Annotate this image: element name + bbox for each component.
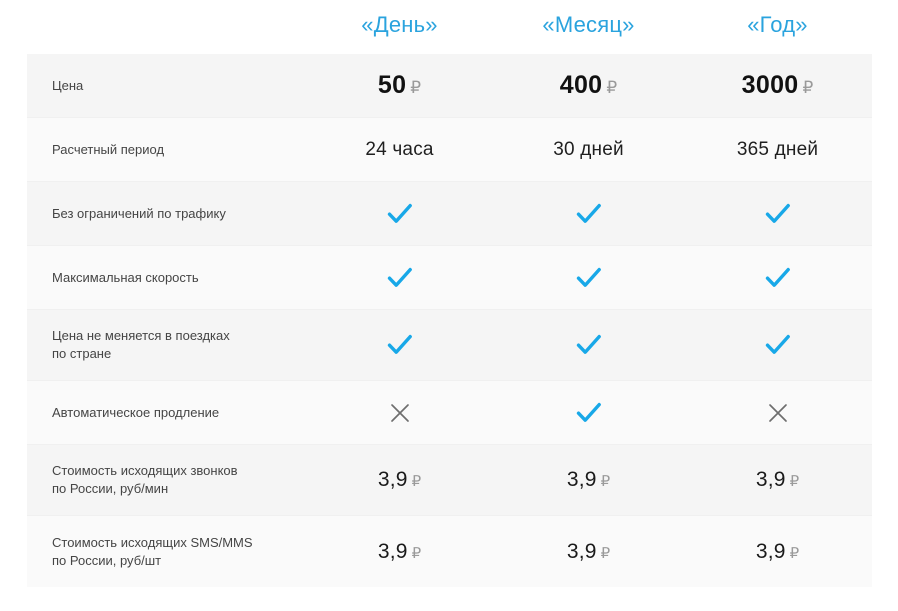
check-cell <box>305 267 494 289</box>
ruble-sign: ₽ <box>606 78 618 97</box>
cross-icon <box>767 402 789 424</box>
feature-label: Автоматическое продление <box>52 404 220 420</box>
check-cell <box>305 203 494 225</box>
feature-label: Стоимость исходящих SMS/MMS по России, ру… <box>27 534 305 570</box>
text-value-cell: 30 дней <box>553 138 624 160</box>
rate-amount: 3,9 <box>377 468 408 491</box>
table-row: Цена 50 ₽400 ₽3000 ₽ <box>27 54 872 118</box>
check-icon <box>576 267 602 289</box>
check-cell <box>494 203 683 225</box>
rate-cell: 3,9 ₽ <box>305 540 494 564</box>
text-value-cell: 365 дней <box>736 138 819 160</box>
price-cell: 50 ₽ <box>305 71 494 100</box>
table-row: Автоматическое продление <box>27 381 872 445</box>
feature-label-line2: по России, руб/мин <box>52 481 169 496</box>
ruble-sign: ₽ <box>411 544 422 562</box>
price-amount: 3000 <box>741 71 799 99</box>
ruble-sign: ₽ <box>600 473 611 490</box>
check-icon <box>387 203 413 225</box>
ruble-sign: ₽ <box>789 473 800 490</box>
check-cell <box>494 402 683 424</box>
cross-cell <box>305 402 494 424</box>
rate-amount: 3,9 <box>377 539 408 563</box>
feature-label: Максимальная скорость <box>52 269 199 285</box>
check-icon <box>765 334 791 356</box>
feature-label: Стоимость исходящих звонков по России, ру… <box>27 462 305 498</box>
check-cell <box>305 334 494 356</box>
feature-label-line2: по стране <box>52 346 112 361</box>
plan-header-row: «День» «Месяц» «Год» <box>27 0 872 54</box>
ruble-sign: ₽ <box>789 544 800 562</box>
plan-header-day[interactable]: «День» <box>361 12 438 37</box>
rate-amount: 3,9 <box>566 539 597 563</box>
price-cell: 400 ₽ <box>494 71 683 100</box>
feature-label-line1: Стоимость исходящих звонков <box>52 463 238 478</box>
cross-icon <box>389 402 411 424</box>
table-row: Без ограничений по трафику <box>27 182 872 246</box>
check-cell <box>494 267 683 289</box>
rate-amount: 3,9 <box>755 468 786 491</box>
check-icon <box>576 203 602 225</box>
plan-table-body: Цена 50 ₽400 ₽3000 ₽ Расчетный период 24 часа 3… <box>27 54 872 587</box>
check-icon <box>387 267 413 289</box>
check-cell <box>494 334 683 356</box>
check-icon <box>765 203 791 225</box>
ruble-sign: ₽ <box>410 78 422 97</box>
rate-amount: 3,9 <box>755 539 786 563</box>
feature-label-line1: Цена не меняется в поездках <box>52 328 230 343</box>
rate-cell: 3,9 ₽ <box>683 540 872 564</box>
ruble-sign: ₽ <box>411 473 422 490</box>
plan-header-month[interactable]: «Месяц» <box>542 12 635 37</box>
rate-cell: 3,9 ₽ <box>494 540 683 564</box>
feature-label: Без ограничений по трафику <box>52 205 226 221</box>
text-value-cell: 24 часа <box>365 138 434 160</box>
feature-label: Цена не меняется в поездках по стране <box>27 327 305 363</box>
feature-label-line2: по России, руб/шт <box>52 552 162 568</box>
rate-amount: 3,9 <box>566 468 597 491</box>
ruble-sign: ₽ <box>802 78 814 97</box>
check-icon <box>765 267 791 289</box>
table-row: Максимальная скорость <box>27 246 872 310</box>
price-cell: 3000 ₽ <box>683 71 872 100</box>
plan-header-year[interactable]: «Год» <box>747 12 808 37</box>
table-row: Расчетный период 24 часа 30 дней 365 дней <box>27 118 872 182</box>
ruble-sign: ₽ <box>600 544 611 562</box>
price-amount: 50 <box>377 71 407 99</box>
rate-cell: 3,9 ₽ <box>305 468 494 492</box>
price-amount: 400 <box>559 71 603 99</box>
rate-cell: 3,9 ₽ <box>494 468 683 492</box>
feature-label-line1: Стоимость исходящих SMS/MMS <box>52 534 253 550</box>
check-icon <box>576 334 602 356</box>
check-cell <box>683 203 872 225</box>
check-icon <box>387 334 413 356</box>
table-row: Стоимость исходящих SMS/MMS по России, ру… <box>27 516 872 587</box>
feature-label: Расчетный период <box>52 141 165 157</box>
check-icon <box>576 402 602 424</box>
table-row: Стоимость исходящих звонков по России, ру… <box>27 445 872 516</box>
rate-cell: 3,9 ₽ <box>683 468 872 492</box>
feature-label: Цена <box>52 77 84 93</box>
cross-cell <box>683 402 872 424</box>
check-cell <box>683 334 872 356</box>
check-cell <box>683 267 872 289</box>
table-row: Цена не меняется в поездках по стране <box>27 310 872 381</box>
